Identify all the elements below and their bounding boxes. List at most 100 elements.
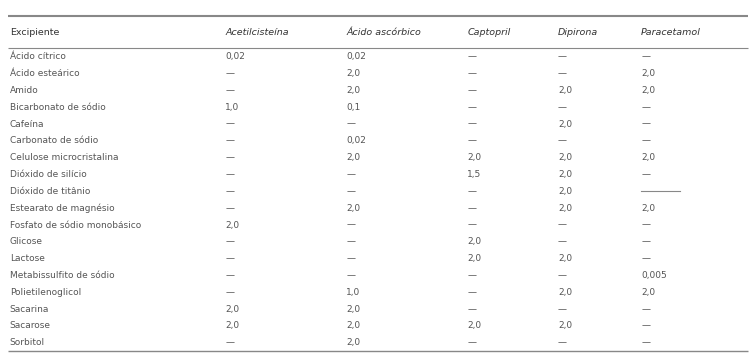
Text: —: —: [558, 103, 567, 112]
Text: —: —: [346, 271, 355, 280]
Text: 2,0: 2,0: [558, 204, 572, 213]
Text: 1,0: 1,0: [225, 103, 240, 112]
Text: Glicose: Glicose: [10, 237, 43, 246]
Text: —: —: [225, 120, 234, 129]
Text: 0,1: 0,1: [346, 103, 361, 112]
Text: —: —: [225, 271, 234, 280]
Text: —: —: [558, 305, 567, 314]
Text: —: —: [467, 103, 476, 112]
Text: 2,0: 2,0: [558, 170, 572, 179]
Text: Lactose: Lactose: [10, 254, 45, 263]
Text: —: —: [467, 120, 476, 129]
Text: —: —: [225, 170, 234, 179]
Text: 2,0: 2,0: [467, 153, 482, 162]
Text: Sorbitol: Sorbitol: [10, 338, 45, 347]
Text: 2,0: 2,0: [346, 153, 361, 162]
Text: —: —: [346, 254, 355, 263]
Text: —: —: [225, 69, 234, 78]
Text: Paracetamol: Paracetamol: [641, 28, 701, 37]
Text: Sacarina: Sacarina: [10, 305, 49, 314]
Text: 2,0: 2,0: [641, 86, 655, 95]
Text: —: —: [225, 288, 234, 297]
Text: —: —: [558, 338, 567, 347]
Text: 2,0: 2,0: [346, 305, 361, 314]
Text: Ácido esteárico: Ácido esteárico: [10, 69, 79, 78]
Text: —: —: [467, 271, 476, 280]
Text: —: —: [641, 237, 650, 246]
Text: Estearato de magnésio: Estearato de magnésio: [10, 203, 114, 213]
Text: 2,0: 2,0: [641, 69, 655, 78]
Text: —: —: [467, 52, 476, 61]
Text: Sacarose: Sacarose: [10, 321, 51, 330]
Text: —: —: [641, 52, 650, 61]
Text: —: —: [225, 136, 234, 145]
Text: 2,0: 2,0: [225, 221, 240, 229]
Text: —: —: [225, 237, 234, 246]
Text: 1,5: 1,5: [467, 170, 482, 179]
Text: 2,0: 2,0: [467, 254, 482, 263]
Text: 2,0: 2,0: [558, 86, 572, 95]
Text: 2,0: 2,0: [641, 288, 655, 297]
Text: 2,0: 2,0: [558, 288, 572, 297]
Text: Metabissulfito de sódio: Metabissulfito de sódio: [10, 271, 114, 280]
Text: 0,02: 0,02: [225, 52, 245, 61]
Text: —: —: [346, 120, 355, 129]
Text: 2,0: 2,0: [558, 321, 572, 330]
Text: Dióxido de silício: Dióxido de silício: [10, 170, 87, 179]
Text: —: —: [225, 153, 234, 162]
Text: 2,0: 2,0: [346, 69, 361, 78]
Text: 2,0: 2,0: [558, 153, 572, 162]
Text: Carbonato de sódio: Carbonato de sódio: [10, 136, 98, 145]
Text: Amido: Amido: [10, 86, 39, 95]
Text: —: —: [225, 187, 234, 196]
Text: —: —: [558, 221, 567, 229]
Text: Fosfato de sódio monobásico: Fosfato de sódio monobásico: [10, 221, 141, 229]
Text: 2,0: 2,0: [346, 204, 361, 213]
Text: Dipirona: Dipirona: [558, 28, 598, 37]
Text: —: —: [225, 338, 234, 347]
Text: 2,0: 2,0: [467, 237, 482, 246]
Text: 0,02: 0,02: [346, 52, 366, 61]
Text: —: —: [558, 69, 567, 78]
Text: 0,005: 0,005: [641, 271, 667, 280]
Text: 2,0: 2,0: [225, 305, 240, 314]
Text: Dióxido de titânio: Dióxido de titânio: [10, 187, 90, 196]
Text: —: —: [641, 103, 650, 112]
Text: —: —: [641, 254, 650, 263]
Text: 2,0: 2,0: [558, 187, 572, 196]
Text: —: —: [641, 136, 650, 145]
Text: —: —: [558, 271, 567, 280]
Text: 2,0: 2,0: [346, 338, 361, 347]
Text: Excipiente: Excipiente: [10, 28, 59, 37]
Text: —: —: [467, 187, 476, 196]
Text: Cafeína: Cafeína: [10, 120, 45, 129]
Text: Bicarbonato de sódio: Bicarbonato de sódio: [10, 103, 106, 112]
Text: —: —: [641, 305, 650, 314]
Text: —: —: [467, 136, 476, 145]
Text: 2,0: 2,0: [346, 321, 361, 330]
Text: —: —: [346, 170, 355, 179]
Text: Acetilcisteína: Acetilcisteína: [225, 28, 289, 37]
Text: —: —: [346, 221, 355, 229]
Text: Captopril: Captopril: [467, 28, 510, 37]
Text: —: —: [467, 69, 476, 78]
Text: —: —: [641, 120, 650, 129]
Text: Polietilenoglicol: Polietilenoglicol: [10, 288, 81, 297]
Text: —: —: [467, 305, 476, 314]
Text: —: —: [467, 288, 476, 297]
Text: —: —: [641, 221, 650, 229]
Text: —: —: [641, 338, 650, 347]
Text: —: —: [346, 237, 355, 246]
Text: Ácido cítrico: Ácido cítrico: [10, 52, 66, 61]
Text: —: —: [641, 321, 650, 330]
Text: —: —: [346, 187, 355, 196]
Text: Ácido ascórbico: Ácido ascórbico: [346, 28, 421, 37]
Text: 2,0: 2,0: [641, 153, 655, 162]
Text: —: —: [558, 52, 567, 61]
Text: —: —: [467, 204, 476, 213]
Text: 2,0: 2,0: [641, 204, 655, 213]
Text: 2,0: 2,0: [467, 321, 482, 330]
Text: —: —: [225, 86, 234, 95]
Text: —: —: [558, 237, 567, 246]
Text: 2,0: 2,0: [225, 321, 240, 330]
